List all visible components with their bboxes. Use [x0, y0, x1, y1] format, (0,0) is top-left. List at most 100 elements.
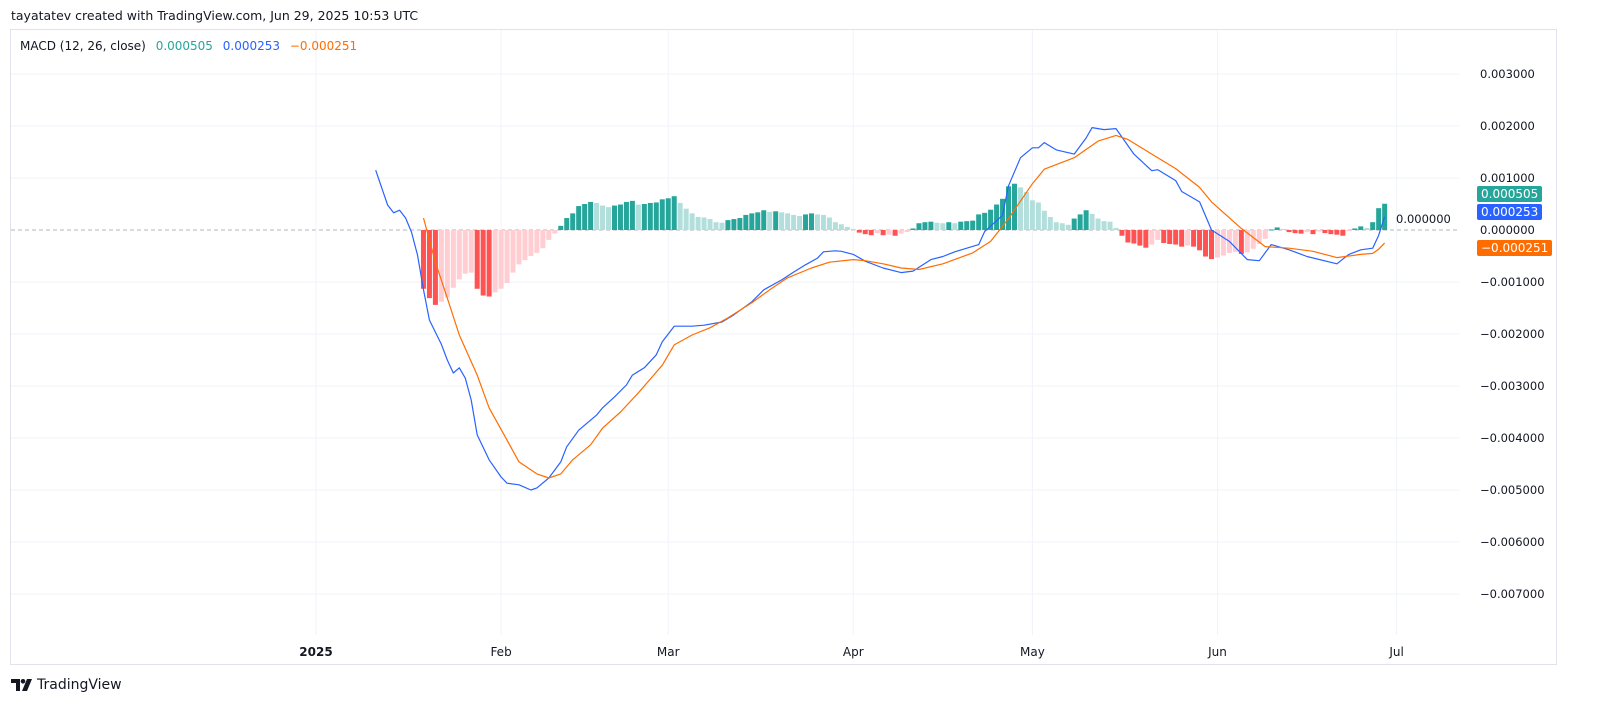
- histogram-bar: [898, 230, 904, 234]
- histogram-bar: [474, 230, 480, 289]
- histogram-bar: [1101, 221, 1107, 230]
- histogram-bar: [1322, 230, 1328, 234]
- histogram-bar: [1006, 186, 1012, 230]
- x-tick-label: Feb: [490, 645, 511, 659]
- y-tick-label: −0.004000: [1480, 431, 1545, 445]
- histogram-bar: [522, 230, 528, 261]
- histogram-bar: [928, 221, 934, 230]
- histogram-bar: [516, 230, 522, 265]
- histogram-bar: [982, 212, 988, 230]
- histogram-bar: [1017, 187, 1023, 230]
- histogram-bar: [576, 206, 582, 230]
- histogram-bar: [916, 223, 922, 230]
- histogram-bar: [540, 230, 546, 249]
- histogram-bar: [1053, 222, 1059, 230]
- histogram-bar: [1214, 230, 1220, 258]
- histogram-bar: [1173, 230, 1179, 245]
- histogram-bar: [1232, 230, 1238, 252]
- histogram-bar: [797, 215, 803, 230]
- histogram-bar: [1268, 229, 1274, 231]
- histogram-bar: [546, 230, 552, 240]
- histogram-bar: [432, 230, 438, 305]
- histogram-bar: [1095, 218, 1101, 230]
- histogram-bar: [988, 209, 994, 230]
- histogram-bar: [665, 198, 671, 230]
- histogram-bar: [1244, 230, 1250, 253]
- histogram-bar: [498, 230, 504, 289]
- x-axis: 2025 Feb Mar Apr May Jun Jul: [299, 645, 1404, 659]
- histogram-bar: [1125, 230, 1131, 243]
- histogram-bar: [588, 201, 594, 230]
- chart-credit: tayatatev created with TradingView.com, …: [11, 8, 419, 23]
- histogram-bar: [707, 219, 713, 230]
- histogram-bar: [1191, 230, 1197, 247]
- histogram-bar: [1119, 230, 1125, 236]
- histogram-bar: [582, 204, 588, 230]
- histogram-bar: [653, 202, 659, 230]
- y-tick-label: −0.006000: [1480, 535, 1545, 549]
- tradingview-logo[interactable]: TradingView: [11, 677, 122, 693]
- histogram-bar: [1328, 230, 1334, 235]
- histogram-bar: [635, 204, 641, 230]
- histogram-bar: [755, 212, 761, 230]
- histogram-bar: [468, 230, 474, 273]
- histogram-bar: [1143, 230, 1149, 248]
- histogram-bar: [773, 211, 779, 230]
- legend-signal-value: −0.000251: [289, 39, 358, 53]
- histogram: [420, 183, 1388, 305]
- histogram-bar: [558, 225, 564, 230]
- histogram-bar: [791, 214, 797, 230]
- histogram-bar: [492, 230, 498, 293]
- histogram-bar: [1310, 230, 1316, 235]
- histogram-bar: [1364, 227, 1370, 230]
- histogram-bar: [570, 213, 576, 230]
- histogram-bar: [785, 213, 791, 230]
- histogram-bar: [450, 230, 456, 288]
- histogram-bar: [1220, 230, 1226, 256]
- histogram-bar: [749, 213, 755, 230]
- histogram-bar: [1256, 230, 1262, 245]
- histogram-bar: [1059, 223, 1065, 230]
- y-tick-label: 0.003000: [1480, 67, 1535, 81]
- histogram-bar: [1346, 230, 1352, 232]
- histogram-bar: [862, 230, 868, 235]
- histogram-bar: [1238, 230, 1244, 254]
- histogram-bar: [641, 204, 647, 230]
- histogram-bar: [1340, 230, 1346, 236]
- x-tick-label: Apr: [843, 645, 864, 659]
- histogram-bar: [844, 226, 850, 230]
- y-tick-label: −0.005000: [1480, 483, 1545, 497]
- histogram-bar: [737, 218, 743, 230]
- histogram-bar: [1047, 217, 1053, 230]
- histogram-bar: [510, 230, 516, 273]
- histogram-bar: [1113, 227, 1119, 230]
- histogram-bar: [671, 196, 677, 230]
- y-tick-label: 0.001000: [1480, 171, 1535, 185]
- histogram-bar: [564, 218, 570, 230]
- histogram-bar: [1358, 226, 1364, 230]
- histogram-bar: [462, 230, 468, 274]
- histogram-bar: [1334, 230, 1340, 235]
- histogram-bar: [1041, 210, 1047, 230]
- histogram-bar: [1274, 227, 1280, 230]
- histogram-bar: [420, 230, 426, 289]
- histogram-bar: [1011, 183, 1017, 230]
- histogram-bar: [761, 210, 767, 230]
- histogram-bar: [1286, 230, 1292, 233]
- histogram-bar: [701, 217, 707, 230]
- histogram-bar: [480, 230, 486, 296]
- x-tick-label: Mar: [657, 645, 680, 659]
- histogram-bar: [856, 230, 862, 233]
- signal-last-value-tag: −0.000251: [1477, 240, 1553, 256]
- histogram-bar: [1107, 221, 1113, 230]
- y-axis: 0.003000 0.002000 0.001000 0.000000 −0.00100…: [1480, 67, 1545, 601]
- indicator-legend[interactable]: MACD (12, 26, close) 0.000505 0.000253 −…: [20, 39, 363, 53]
- x-tick-label: Jul: [1388, 645, 1403, 659]
- histogram-bar: [1089, 213, 1095, 230]
- histogram-bar: [1077, 214, 1083, 230]
- histogram-bar: [617, 204, 623, 230]
- histogram-bar: [1298, 230, 1304, 234]
- histogram-bar: [994, 204, 1000, 230]
- histogram-bar: [958, 221, 964, 230]
